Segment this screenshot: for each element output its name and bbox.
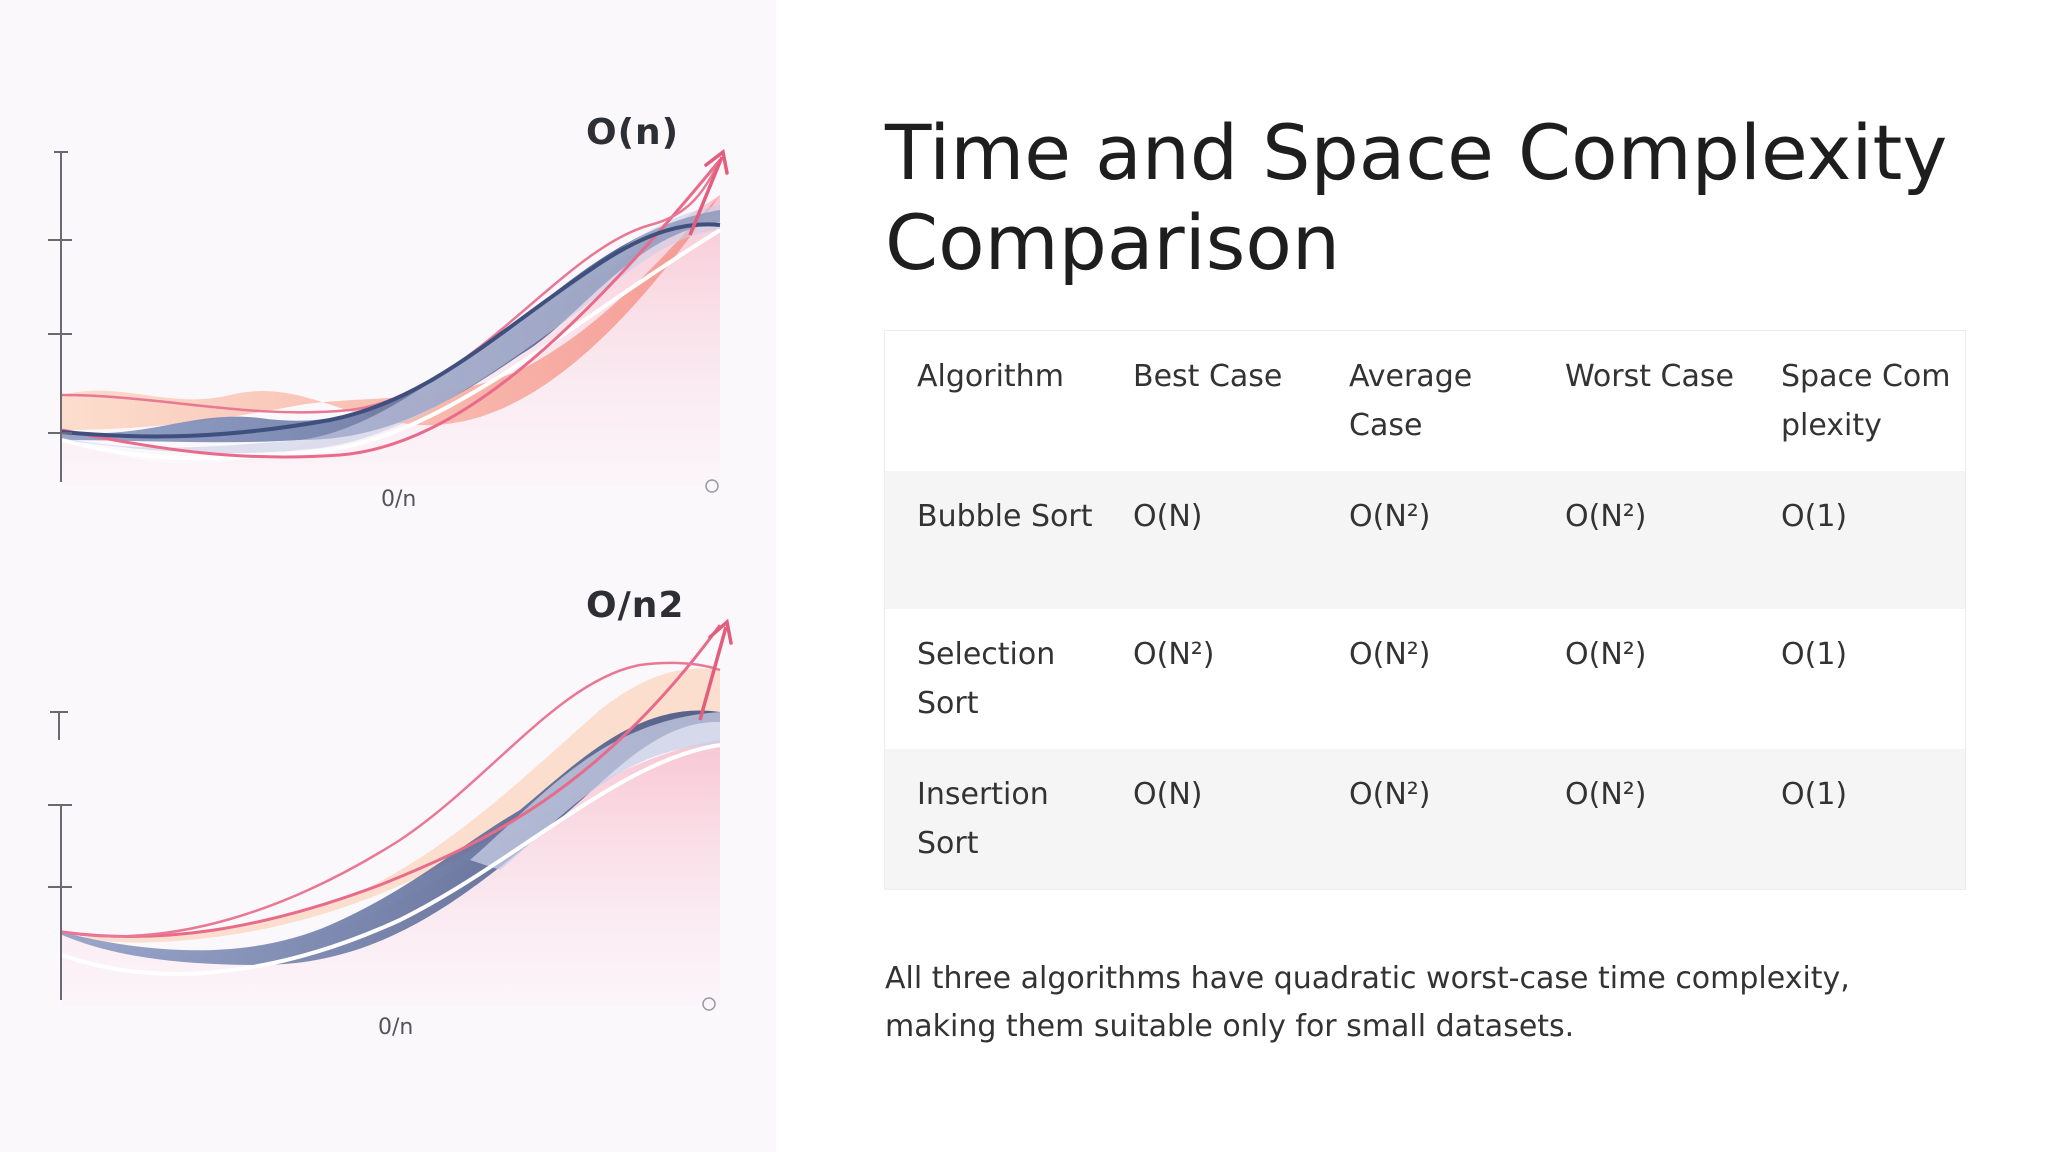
bottom-graph xyxy=(48,618,733,1011)
table-cell: O(N) xyxy=(1101,749,1317,889)
top-graph-title: O(n) xyxy=(586,112,680,153)
table-cell: O(N²) xyxy=(1533,471,1749,609)
table-cell: O(1) xyxy=(1749,471,1965,609)
bottom-graph-curve-white xyxy=(61,743,721,976)
top-graph-arrow-head xyxy=(704,148,729,175)
table-row: Bubble Sort O(N) O(N²) O(N²) O(1) xyxy=(885,471,1965,609)
table-cell: O(N²) xyxy=(1317,609,1533,749)
top-graph-curve-pink xyxy=(61,159,722,459)
table-cell: O(N) xyxy=(1101,471,1317,609)
column-header: Space Complexity xyxy=(1749,331,1965,471)
table-cell: O(N²) xyxy=(1317,749,1533,889)
illustration-panel: O(n) 0/n O/n2 0/n xyxy=(0,0,776,1152)
table-row: Selection Sort O(N²) O(N²) O(N²) O(1) xyxy=(885,609,1965,749)
bottom-graph-curve-pink xyxy=(61,624,722,938)
top-graph-curve-navy xyxy=(61,222,721,439)
top-graph-curve-white xyxy=(61,228,722,461)
top-graph-x-label: 0/n xyxy=(381,487,417,512)
table-cell: O(1) xyxy=(1749,749,1965,889)
bottom-graph-peach-band xyxy=(62,668,720,943)
bottom-graph-title: O/n2 xyxy=(586,585,685,626)
top-graph xyxy=(48,148,729,493)
bottom-graph-arrow-shaft xyxy=(698,626,728,721)
table-cell: Selection Sort xyxy=(885,609,1101,749)
table-cell: O(N²) xyxy=(1533,609,1749,749)
summary-text: All three algorithms have quadratic wors… xyxy=(885,961,1850,1044)
table-cell: O(1) xyxy=(1749,609,1965,749)
top-graph-area xyxy=(62,195,720,485)
top-graph-lavender-band xyxy=(62,205,720,454)
bottom-graph-arrow-head xyxy=(708,618,733,645)
column-header: Average Case xyxy=(1317,331,1533,471)
bottom-graph-area xyxy=(62,740,720,1005)
table-cell: O(N²) xyxy=(1101,609,1317,749)
table-header-row: Algorithm Best Case Average Case Worst C… xyxy=(885,331,1965,471)
table-cell: O(N²) xyxy=(1533,749,1749,889)
table-cell: O(N²) xyxy=(1317,471,1533,609)
column-header: Best Case xyxy=(1101,331,1317,471)
top-graph-mark-icon xyxy=(705,479,719,493)
complexity-curves-illustration xyxy=(48,148,733,1011)
column-header: Worst Case xyxy=(1533,331,1749,471)
table-row: Insertion Sort O(N) O(N²) O(N²) O(1) xyxy=(885,749,1965,889)
bottom-graph-lavender-band xyxy=(470,712,720,870)
table-cell: Insertion Sort xyxy=(885,749,1101,889)
bottom-graph-curve-pink-upper xyxy=(61,661,721,938)
complexity-table: Algorithm Best Case Average Case Worst C… xyxy=(884,330,1966,890)
column-header: Algorithm xyxy=(885,331,1101,471)
slide-title: Time and Space Complexity Comparison xyxy=(885,108,1948,287)
top-graph-arrow-shaft xyxy=(688,156,724,236)
bottom-graph-mark-icon xyxy=(702,997,716,1011)
bottom-graph-x-label: 0/n xyxy=(378,1015,414,1040)
top-graph-peach-band xyxy=(62,195,720,430)
table-cell: Bubble Sort xyxy=(885,471,1101,609)
